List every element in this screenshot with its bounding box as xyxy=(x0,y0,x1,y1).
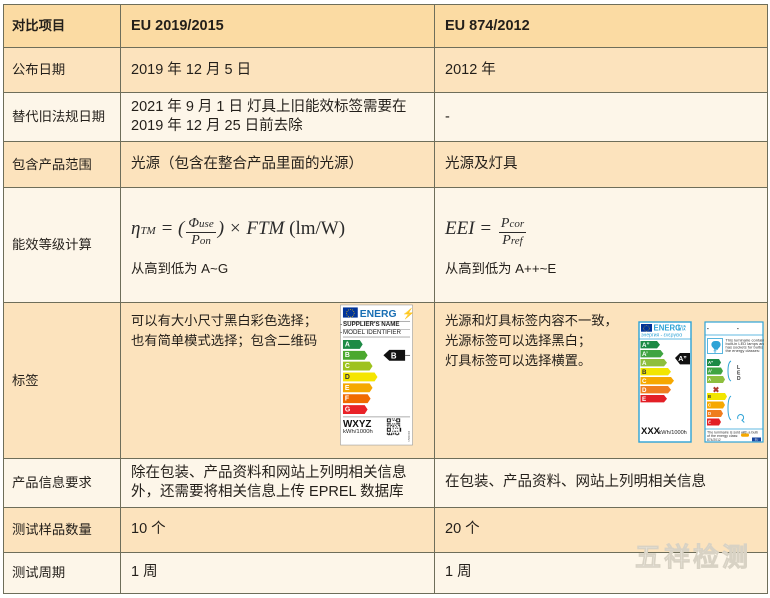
svg-text:WXYZ: WXYZ xyxy=(343,419,371,430)
svg-text:D: D xyxy=(737,376,741,382)
svg-text:F: F xyxy=(345,396,349,403)
svg-text:kWh/1000h: kWh/1000h xyxy=(343,429,373,435)
svg-text:EU: EU xyxy=(755,437,759,441)
svg-text:B: B xyxy=(391,352,397,361)
svg-text:A”: A” xyxy=(708,360,713,365)
svg-text:A”: A” xyxy=(678,356,687,363)
svg-text:A: A xyxy=(345,341,350,348)
svg-text:SUPPLIER'S NAME: SUPPLIER'S NAME xyxy=(343,321,400,328)
svg-text:A’: A’ xyxy=(708,369,712,374)
svg-text:the energy classes:: the energy classes: xyxy=(726,348,760,353)
svg-text:A”: A” xyxy=(642,342,650,349)
svg-text:C: C xyxy=(345,363,350,370)
svg-text:MODEL IDENTIFIER: MODEL IDENTIFIER xyxy=(343,329,402,336)
svg-text:D: D xyxy=(708,411,711,416)
svg-text:E: E xyxy=(708,420,711,425)
svg-text:G: G xyxy=(345,407,350,414)
svg-text:энергия - ενεργεια: энергия - ενεργεια xyxy=(641,333,682,339)
svg-text:B: B xyxy=(345,352,350,359)
svg-text:kWh/1000h: kWh/1000h xyxy=(659,430,687,436)
svg-text:⚡: ⚡ xyxy=(402,307,413,320)
svg-text:C: C xyxy=(708,403,711,408)
svg-text:A: A xyxy=(642,360,647,367)
svg-text:D: D xyxy=(345,374,350,381)
svg-text:E: E xyxy=(345,385,350,392)
svg-text:B: B xyxy=(708,394,711,399)
svg-text:874/2012: 874/2012 xyxy=(707,438,721,442)
svg-text:ENERG: ENERG xyxy=(360,309,397,320)
svg-text:IE IA: IE IA xyxy=(678,327,686,331)
svg-text:B: B xyxy=(642,369,647,376)
svg-text:D: D xyxy=(642,387,647,394)
svg-text:A’: A’ xyxy=(642,351,648,358)
svg-text:1/100/Am: 1/100/Am xyxy=(407,431,411,442)
svg-text:E: E xyxy=(642,396,646,403)
svg-text:C: C xyxy=(642,378,647,385)
svg-text:A: A xyxy=(708,377,711,382)
